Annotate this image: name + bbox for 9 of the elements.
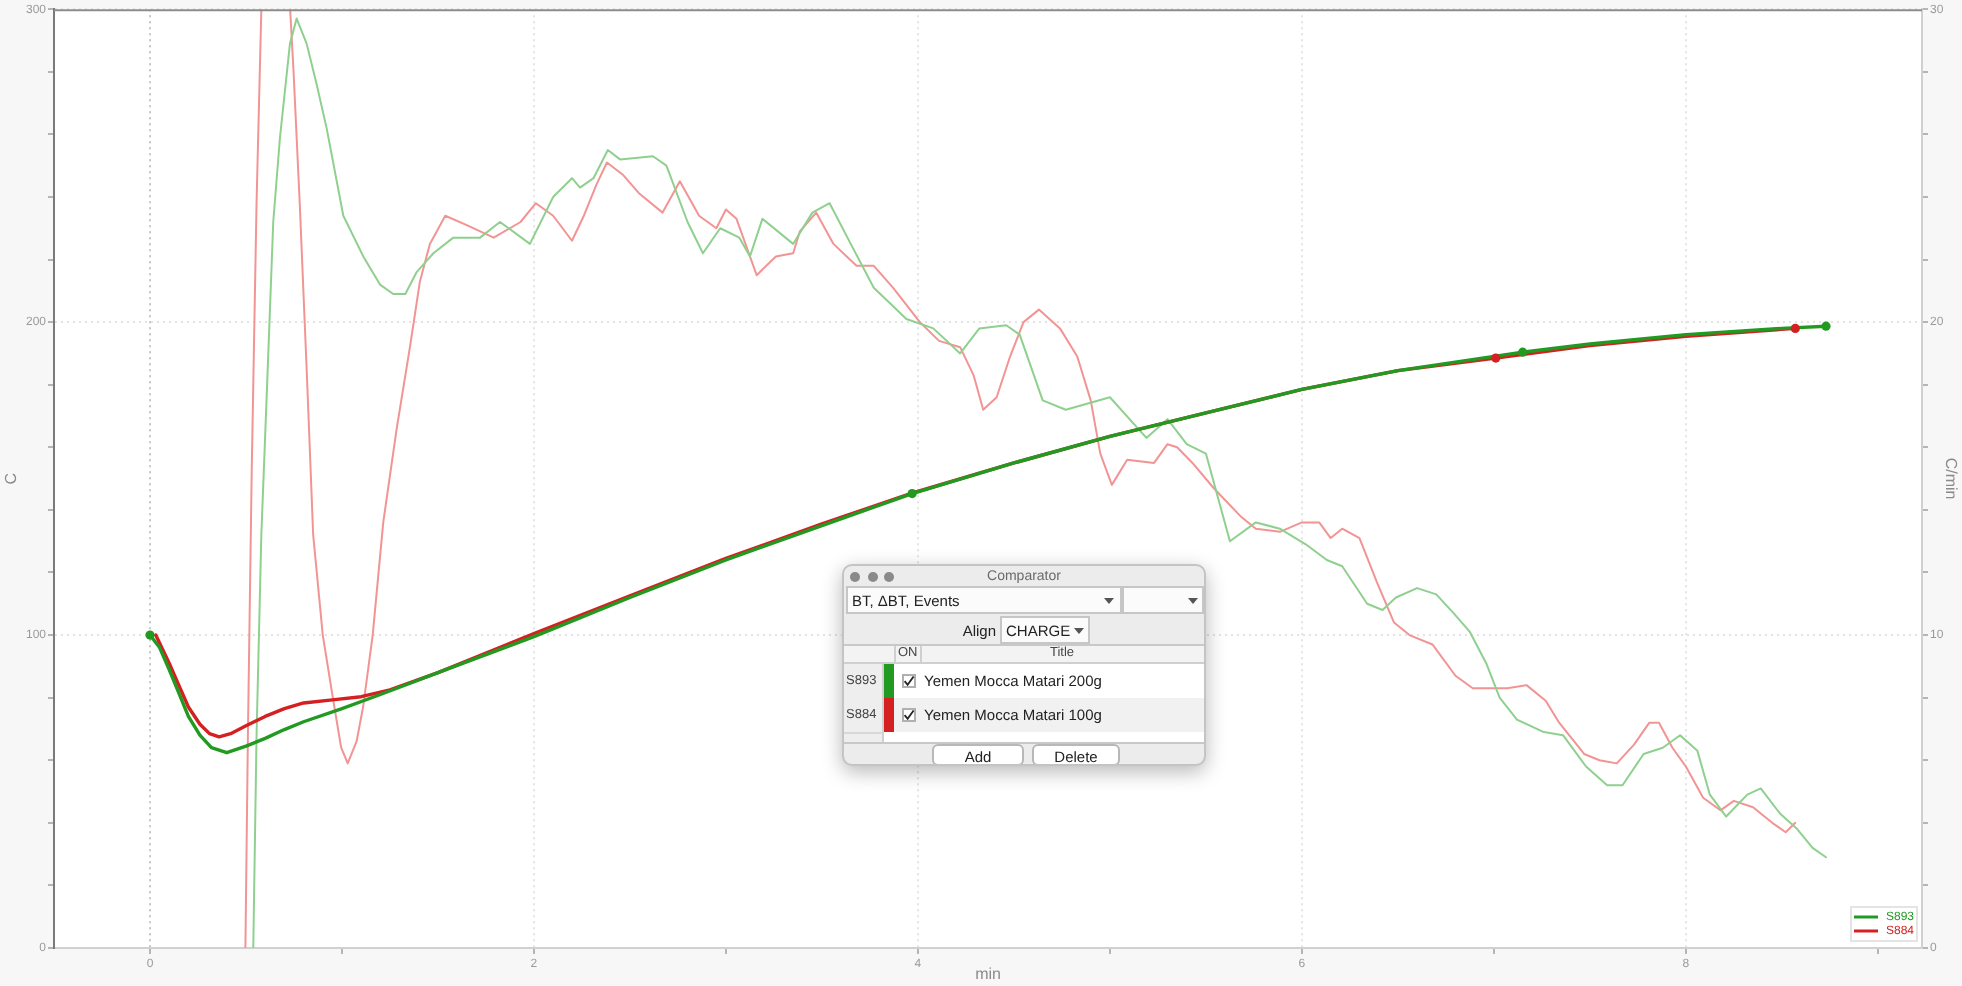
point (1790, 323, 1800, 333)
point (1821, 321, 1831, 331)
point (1491, 353, 1501, 363)
point (145, 630, 155, 640)
y-axis-title: C (2, 472, 21, 485)
point (907, 489, 917, 499)
y2-axis-title: C/min (1941, 457, 1960, 500)
x-axis-title: min (975, 964, 1001, 983)
point (1518, 347, 1528, 357)
